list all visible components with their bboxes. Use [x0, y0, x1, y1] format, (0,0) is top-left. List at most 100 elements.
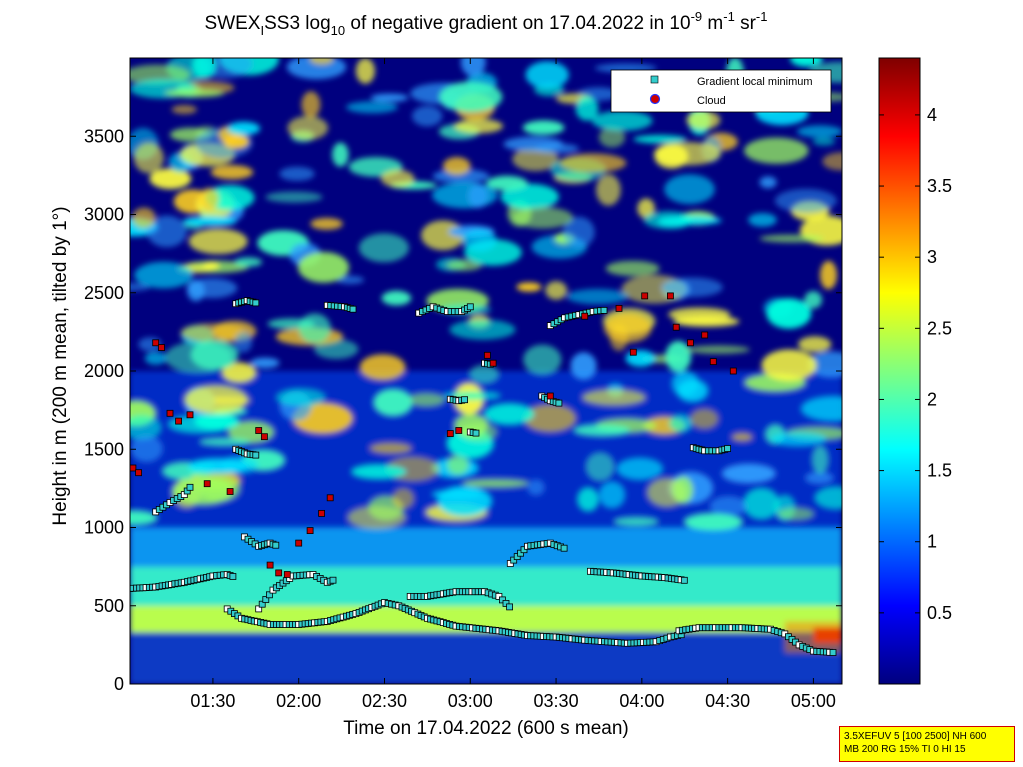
- heat-blob: [454, 414, 489, 437]
- y-tick-label: 500: [94, 596, 124, 616]
- colorbar: 0.5 1 1.5 2 2.5 3 3.5 4: [878, 57, 952, 685]
- heat-blob: [146, 215, 187, 248]
- heat-blob: [454, 118, 504, 134]
- y-axis: 0 500 1000 1500 2000 2500 3000 3500: [84, 126, 842, 694]
- heat-blob: [743, 488, 780, 519]
- heat-blob: [171, 104, 198, 115]
- cloud-point: [266, 561, 274, 569]
- heat-blob: [770, 431, 827, 446]
- gradient-minimum-point: [600, 306, 608, 314]
- heat-blob: [210, 165, 254, 180]
- cloud-point: [687, 339, 694, 347]
- gradient-minimum-point: [461, 396, 469, 404]
- cloud-point: [729, 367, 737, 375]
- colorbar-tick-label: 2: [927, 389, 937, 409]
- heat-blob: [188, 228, 248, 255]
- y-tick-label: 3000: [84, 205, 124, 225]
- heat-blob: [596, 174, 621, 206]
- heat-blob: [370, 93, 409, 102]
- heat-blob: [449, 319, 516, 340]
- y-tick-label: 2000: [84, 361, 124, 381]
- cloud-point: [260, 433, 268, 441]
- heat-blob: [582, 389, 646, 406]
- heat-blob: [586, 452, 615, 481]
- heat-blob: [192, 58, 217, 79]
- cloud-point: [295, 539, 303, 547]
- heat-blob: [523, 344, 562, 375]
- heat-blob: [527, 479, 545, 496]
- heat-blob: [447, 454, 469, 475]
- heat-blob: [669, 414, 693, 432]
- colorbar-tick-label: 0.5: [927, 603, 952, 623]
- cloud-point: [306, 527, 314, 534]
- heat-blob: [346, 101, 398, 114]
- cloud-point: [546, 392, 554, 400]
- heat-blob: [194, 413, 240, 430]
- heat-blob: [358, 233, 409, 263]
- gradient-minimum-point: [517, 549, 524, 557]
- heat-blob: [665, 340, 692, 373]
- heat-blob: [573, 424, 631, 437]
- gradient-minimum-point: [329, 576, 337, 584]
- heat-blob: [298, 313, 332, 344]
- gradient-minimum-point: [258, 600, 266, 608]
- heat-blob: [133, 142, 164, 174]
- gradient-minimum-point: [272, 541, 280, 549]
- heat-blob: [777, 507, 815, 521]
- gradient-minimum-point: [466, 303, 474, 311]
- x-axis: 01:30 02:00 02:30 03:00 03:30 04:00 04:30 05:00: [190, 58, 836, 711]
- heat-blob: [822, 152, 842, 171]
- heat-blob: [227, 121, 261, 136]
- heat-blob: [276, 388, 326, 407]
- heat-blob: [534, 143, 579, 154]
- cloud-point: [226, 488, 234, 495]
- heat-blob: [604, 313, 652, 343]
- colorbar-tick-label: 4: [927, 105, 937, 125]
- heat-blob: [144, 351, 167, 365]
- cloud-point: [641, 292, 649, 300]
- cloud-point: [275, 569, 283, 577]
- cloud-point: [615, 304, 623, 312]
- heat-blob: [351, 464, 407, 479]
- heat-blob: [807, 351, 842, 378]
- cloud-point: [483, 351, 491, 359]
- heat-blob: [134, 261, 194, 289]
- heat-blob: [234, 331, 253, 353]
- heat-blob: [575, 96, 599, 121]
- heat-blob: [801, 396, 842, 421]
- heat-blob: [369, 442, 412, 454]
- heat-blob: [336, 275, 365, 284]
- gradient-minimum-point: [506, 603, 514, 611]
- heat-blob: [197, 475, 241, 502]
- legend: Gradient local minimum Cloud: [610, 69, 832, 113]
- colorbar-tick-label: 1.5: [927, 461, 952, 481]
- gradient-minimum-point: [229, 573, 237, 580]
- heat-blob: [690, 408, 719, 429]
- cloud-point: [255, 427, 263, 434]
- cloud-point: [581, 312, 589, 320]
- chart-title: SWEXISS3 log10 of negative gradient on 1…: [205, 9, 768, 38]
- heat-blob: [684, 513, 743, 531]
- heat-blob: [814, 486, 842, 509]
- colorbar-gradient: [878, 57, 921, 685]
- gradient-minimum-point: [555, 399, 563, 407]
- x-tick-label: 04:00: [619, 691, 664, 711]
- gradient-minimum-point: [680, 576, 688, 584]
- heat-blob: [798, 336, 832, 353]
- heat-blob: [766, 298, 812, 329]
- heat-blob: [563, 216, 595, 248]
- heat-blob: [392, 488, 414, 509]
- heat-blob: [761, 349, 817, 382]
- heat-blob: [484, 403, 535, 425]
- heat-blob: [500, 183, 559, 210]
- heat-blob: [522, 120, 565, 135]
- legend-label-cloud: Cloud: [697, 95, 726, 107]
- heat-blob: [297, 252, 350, 283]
- heat-blob: [164, 88, 225, 98]
- heat-blob: [605, 260, 660, 277]
- heat-blob: [380, 169, 415, 188]
- cloud-point: [175, 417, 183, 425]
- heat-blob: [637, 198, 655, 219]
- x-tick-label: 03:00: [448, 691, 493, 711]
